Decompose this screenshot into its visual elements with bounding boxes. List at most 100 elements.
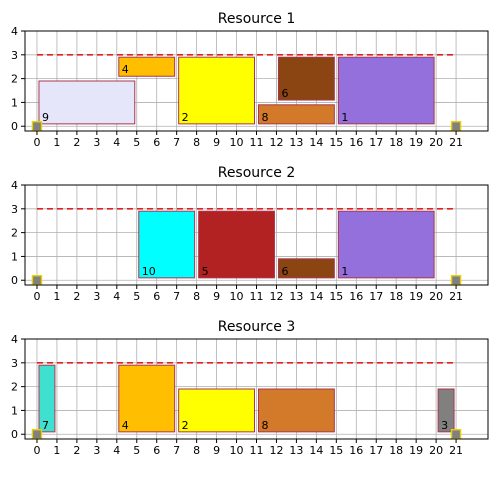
task-bar-6 — [277, 258, 335, 279]
task-label: 3 — [441, 419, 448, 432]
marker-square — [450, 429, 462, 440]
x-tick-label: 3 — [93, 444, 100, 457]
x-tick-label: 15 — [329, 136, 343, 149]
x-tick-label: 20 — [429, 444, 443, 457]
x-tick-label: 15 — [329, 444, 343, 457]
task-bar-7 — [38, 364, 56, 433]
marker-square — [450, 121, 462, 132]
panel-title: Resource 3 — [218, 319, 296, 335]
x-tick-label: 20 — [429, 136, 443, 149]
x-tick-label: 17 — [369, 136, 383, 149]
y-tick-label: 4 — [11, 333, 18, 346]
x-tick-label: 2 — [73, 136, 80, 149]
x-tick-label: 20 — [429, 290, 443, 303]
x-tick-label: 12 — [269, 136, 283, 149]
x-tick-label: 3 — [93, 290, 100, 303]
x-tick-label: 4 — [113, 136, 120, 149]
x-tick-label: 10 — [230, 290, 244, 303]
x-tick-label: 3 — [93, 136, 100, 149]
task-label: 9 — [42, 111, 49, 124]
x-tick-label: 11 — [250, 444, 264, 457]
x-tick-label: 14 — [309, 290, 323, 303]
chart-panel-2: Resource 210 5 6 10 1 2 3 4 5 6 7 8 9 10 11 12 13 14 15 16 1… — [11, 165, 489, 303]
x-tick-label: 5 — [133, 444, 140, 457]
x-tick-label: 1 — [53, 444, 60, 457]
x-tick-label: 10 — [230, 136, 244, 149]
y-tick-label: 3 — [11, 357, 18, 370]
y-tick-label: 1 — [11, 404, 18, 417]
task-label: 5 — [202, 265, 209, 278]
y-tick-label: 0 — [11, 120, 18, 133]
task-bar-1 — [337, 210, 435, 279]
x-tick-label: 8 — [193, 136, 200, 149]
x-tick-label: 9 — [213, 136, 220, 149]
x-tick-label: 4 — [113, 290, 120, 303]
task-bar-8 — [257, 388, 335, 433]
x-tick-label: 14 — [309, 136, 323, 149]
task-label: 1 — [341, 111, 348, 124]
x-tick-label: 21 — [449, 136, 463, 149]
x-tick-label: 13 — [289, 444, 303, 457]
x-tick-label: 8 — [193, 290, 200, 303]
task-bar-9 — [38, 80, 136, 125]
x-tick-label: 0 — [33, 290, 40, 303]
task-bar-4 — [118, 364, 176, 433]
x-tick-label: 2 — [73, 444, 80, 457]
y-tick-label: 4 — [11, 179, 18, 192]
x-tick-label: 19 — [409, 290, 423, 303]
panel-title: Resource 2 — [218, 165, 296, 181]
x-tick-label: 10 — [230, 444, 244, 457]
x-tick-label: 8 — [193, 444, 200, 457]
y-tick-label: 2 — [11, 73, 18, 86]
x-tick-label: 7 — [173, 444, 180, 457]
x-tick-label: 0 — [33, 136, 40, 149]
task-label: 6 — [281, 87, 288, 100]
x-tick-label: 18 — [389, 444, 403, 457]
x-tick-label: 12 — [269, 444, 283, 457]
y-tick-label: 1 — [11, 96, 18, 109]
x-tick-label: 14 — [309, 444, 323, 457]
x-tick-label: 6 — [153, 444, 160, 457]
x-tick-label: 9 — [213, 290, 220, 303]
x-tick-label: 1 — [53, 136, 60, 149]
y-tick-label: 0 — [11, 428, 18, 441]
x-tick-label: 17 — [369, 290, 383, 303]
y-tick-label: 2 — [11, 227, 18, 240]
y-tick-label: 3 — [11, 203, 18, 216]
y-tick-label: 4 — [11, 25, 18, 38]
y-tick-label: 2 — [11, 381, 18, 394]
marker-square — [31, 275, 43, 286]
x-tick-label: 16 — [349, 136, 363, 149]
x-tick-label: 21 — [449, 290, 463, 303]
y-tick-label: 3 — [11, 49, 18, 62]
x-tick-label: 19 — [409, 136, 423, 149]
task-bar-2 — [178, 388, 256, 433]
x-tick-label: 6 — [153, 136, 160, 149]
x-tick-label: 19 — [409, 444, 423, 457]
y-tick-label: 0 — [11, 274, 18, 287]
x-tick-label: 11 — [250, 290, 264, 303]
x-tick-label: 7 — [173, 290, 180, 303]
y-tick-label: 1 — [11, 250, 18, 263]
x-tick-label: 2 — [73, 290, 80, 303]
task-bar-10 — [138, 210, 196, 279]
marker-square — [450, 275, 462, 286]
task-label: 10 — [142, 265, 156, 278]
task-bar-8 — [257, 104, 335, 125]
x-tick-label: 16 — [349, 290, 363, 303]
task-label: 8 — [261, 419, 268, 432]
marker-square — [31, 121, 43, 132]
x-tick-label: 1 — [53, 290, 60, 303]
task-label: 7 — [42, 419, 49, 432]
x-tick-label: 5 — [133, 290, 140, 303]
chart-panel-3: Resource 37 4 2 8 30 1 2 3 4 5 6 7 8 9 10 11 12 13 14 15 16 1… — [11, 319, 489, 457]
x-tick-label: 11 — [250, 136, 264, 149]
x-tick-label: 18 — [389, 136, 403, 149]
task-label: 4 — [122, 419, 129, 432]
x-tick-label: 4 — [113, 444, 120, 457]
x-tick-label: 0 — [33, 444, 40, 457]
task-bar-4 — [118, 56, 176, 77]
